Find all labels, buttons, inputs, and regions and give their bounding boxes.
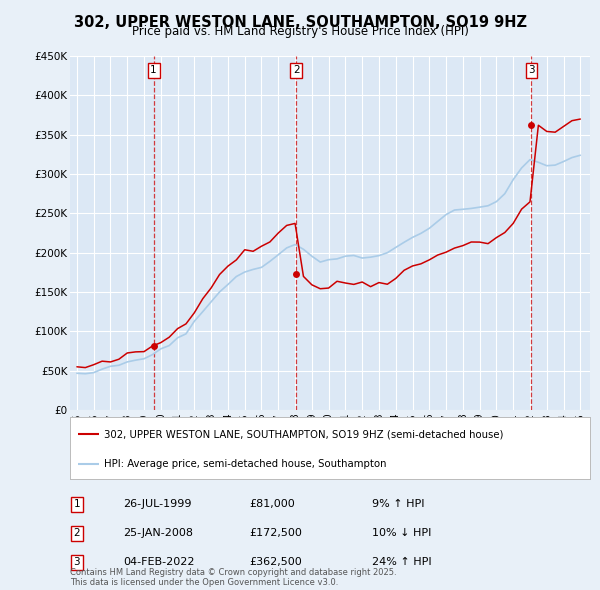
- Text: 302, UPPER WESTON LANE, SOUTHAMPTON, SO19 9HZ (semi-detached house): 302, UPPER WESTON LANE, SOUTHAMPTON, SO1…: [104, 430, 503, 440]
- Text: Contains HM Land Registry data © Crown copyright and database right 2025.
This d: Contains HM Land Registry data © Crown c…: [70, 568, 397, 587]
- Text: 3: 3: [73, 558, 80, 567]
- Text: 10% ↓ HPI: 10% ↓ HPI: [372, 529, 431, 538]
- Text: 1: 1: [150, 65, 157, 75]
- Text: 04-FEB-2022: 04-FEB-2022: [123, 558, 194, 567]
- Text: 3: 3: [528, 65, 535, 75]
- Text: 25-JAN-2008: 25-JAN-2008: [123, 529, 193, 538]
- Text: £362,500: £362,500: [249, 558, 302, 567]
- Text: HPI: Average price, semi-detached house, Southampton: HPI: Average price, semi-detached house,…: [104, 458, 386, 468]
- Text: 26-JUL-1999: 26-JUL-1999: [123, 500, 191, 509]
- Text: £81,000: £81,000: [249, 500, 295, 509]
- Text: 24% ↑ HPI: 24% ↑ HPI: [372, 558, 431, 567]
- Text: 2: 2: [73, 529, 80, 538]
- Text: £172,500: £172,500: [249, 529, 302, 538]
- Text: 9% ↑ HPI: 9% ↑ HPI: [372, 500, 425, 509]
- Text: 1: 1: [73, 500, 80, 509]
- Text: 302, UPPER WESTON LANE, SOUTHAMPTON, SO19 9HZ: 302, UPPER WESTON LANE, SOUTHAMPTON, SO1…: [74, 15, 527, 30]
- Text: 2: 2: [293, 65, 299, 75]
- Text: Price paid vs. HM Land Registry's House Price Index (HPI): Price paid vs. HM Land Registry's House …: [131, 25, 469, 38]
